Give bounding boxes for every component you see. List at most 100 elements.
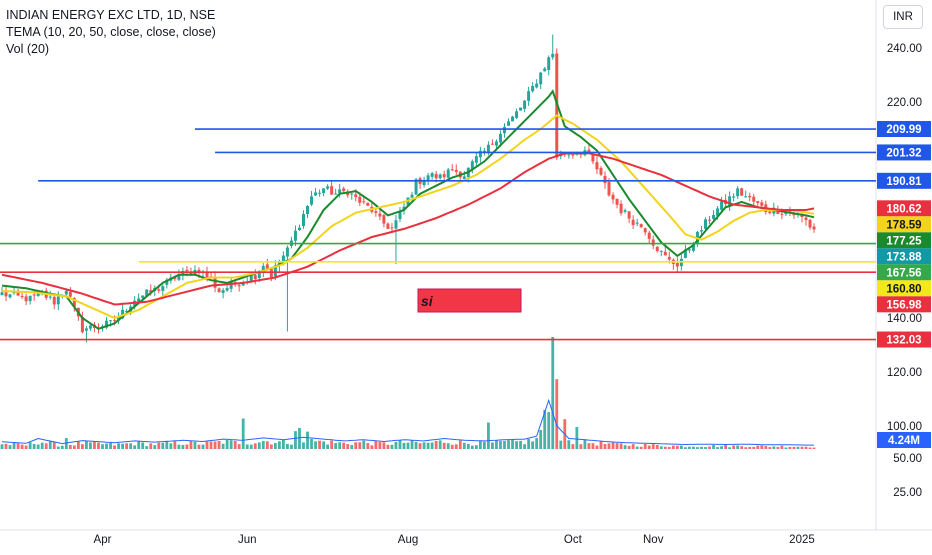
candle-body <box>342 188 346 192</box>
candle <box>651 235 655 250</box>
volume-bar <box>740 446 744 449</box>
candle-body <box>229 281 233 289</box>
candle-body <box>386 223 390 229</box>
volume-bar <box>109 442 112 449</box>
volume-bar <box>52 441 56 449</box>
volume-bar <box>679 445 683 449</box>
candle-body <box>699 230 703 232</box>
volume-bar <box>294 431 297 449</box>
candle <box>808 218 812 230</box>
volume-bar <box>808 447 812 449</box>
volume-bar <box>539 430 543 449</box>
candle-body <box>338 189 342 194</box>
candle-body <box>378 213 382 217</box>
volume-bar <box>378 441 382 449</box>
candle-body <box>716 208 720 216</box>
volume-bar <box>233 440 237 449</box>
candle <box>378 209 382 221</box>
candle-body <box>165 279 169 285</box>
volume-bar <box>382 442 386 449</box>
candle <box>326 184 330 190</box>
candle-body <box>454 169 458 172</box>
tema-line-1 <box>1 89 815 330</box>
candle-body <box>655 246 659 252</box>
candle-body <box>478 150 482 158</box>
volume-bar <box>575 427 579 449</box>
candle-body <box>257 271 261 279</box>
volume-bar <box>145 446 149 449</box>
candle-body <box>482 150 486 153</box>
candle-body <box>462 176 466 179</box>
candle-body <box>623 210 627 212</box>
volume-bar <box>346 444 350 449</box>
volume-bar <box>487 422 490 449</box>
candle-body <box>752 196 756 202</box>
tema-indicator-label[interactable]: TEMA (10, 20, 50, close, close, close) <box>6 25 216 39</box>
candle-body <box>543 68 547 72</box>
volume-axis-ticks: 50.00 25.00 <box>893 453 922 499</box>
volume-bar <box>121 443 124 449</box>
candle <box>704 217 707 232</box>
candle <box>804 216 808 226</box>
candle-body <box>137 298 141 303</box>
price-tick-label: 100.00 <box>887 421 922 433</box>
candle-body <box>756 201 760 203</box>
candle-body <box>68 292 72 297</box>
volume-bar <box>595 445 599 449</box>
candle-body <box>105 320 109 328</box>
volume-bar <box>619 443 623 449</box>
currency-button[interactable]: INR <box>883 5 923 29</box>
candle-body <box>446 169 450 178</box>
volume-bar <box>0 444 4 449</box>
candle <box>394 214 398 264</box>
volume-bar <box>768 447 772 449</box>
volume-bar <box>812 447 816 449</box>
volume-bar <box>744 447 748 449</box>
candle-body <box>84 328 88 331</box>
candle <box>221 287 225 299</box>
candle <box>788 206 792 217</box>
candle-body <box>523 100 527 109</box>
volume-bar <box>438 440 442 449</box>
price-badge-bg <box>877 144 931 161</box>
candle <box>430 171 434 180</box>
volume-indicator-label[interactable]: Vol (20) <box>6 42 50 56</box>
volume-bar <box>117 443 120 449</box>
volume-bar <box>434 440 438 449</box>
price-badge-bg <box>877 331 931 348</box>
candle-body <box>531 86 535 92</box>
volume-bar <box>643 444 647 449</box>
volume-bar <box>519 440 522 449</box>
volume-bar <box>386 444 390 449</box>
volume-bar <box>93 441 96 449</box>
candle <box>623 208 627 214</box>
volume-bar <box>551 337 555 449</box>
tema-line-2 <box>1 114 815 320</box>
candle-body <box>410 194 414 198</box>
tema-line-3 <box>1 152 815 306</box>
candle <box>342 186 346 194</box>
symbol-title[interactable]: INDIAN ENERGY EXC LTD, 1D, NSE <box>6 8 216 22</box>
candle <box>386 222 390 230</box>
volume-badge-label: 4.24M <box>888 435 920 447</box>
volume-bar <box>64 438 68 449</box>
candle <box>470 159 474 174</box>
volume-bar <box>189 441 193 449</box>
volume-bar <box>688 446 691 449</box>
candle-body <box>768 211 772 214</box>
candle <box>583 146 587 157</box>
time-tick-label: 2025 <box>789 534 815 546</box>
price-badge: 190.81 <box>877 172 931 189</box>
volume-bar <box>169 443 173 449</box>
candle <box>643 227 647 236</box>
candle-body <box>438 174 442 179</box>
volume-bar <box>406 442 410 449</box>
candle <box>52 294 56 310</box>
candle-body <box>740 188 744 196</box>
volume-bar <box>330 440 334 449</box>
price-badge: 160.80 <box>877 280 931 297</box>
candle <box>161 284 165 296</box>
volume-bar <box>177 444 181 449</box>
